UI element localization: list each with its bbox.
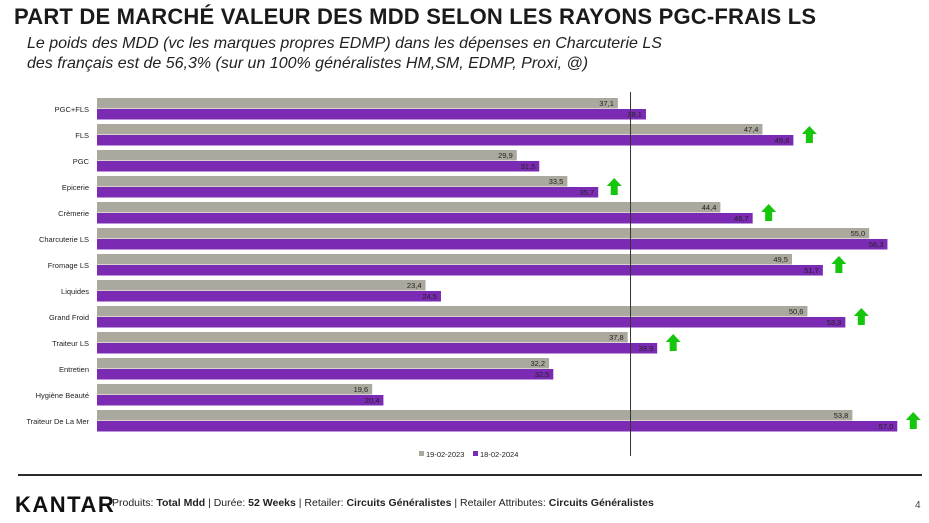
- kantar-logo: KANTAR: [15, 492, 116, 517]
- data-label: 33,5: [549, 177, 564, 186]
- up-arrow-icon: [801, 126, 817, 143]
- bar-2023: [97, 410, 853, 421]
- data-label: 49,5: [773, 255, 788, 264]
- data-label: 39,9: [639, 344, 654, 353]
- page-title: PART DE MARCHÉ VALEUR DES MDD SELON LES …: [14, 4, 817, 29]
- bar-2023: [97, 306, 808, 317]
- footer-attributes-value: Circuits Généralistes: [548, 497, 654, 509]
- page-number: 4: [915, 500, 921, 511]
- up-arrow-icon: [853, 308, 869, 325]
- data-label: 53,8: [834, 411, 849, 420]
- data-label: 31,5: [521, 162, 536, 171]
- footer-retailer-label: Retailer:: [304, 497, 344, 509]
- data-label: 23,4: [407, 281, 422, 290]
- data-label: 19,6: [354, 385, 369, 394]
- legend-label: 18-02-2024: [480, 450, 518, 459]
- bar-2023: [97, 280, 426, 291]
- bar-2024: [97, 213, 753, 224]
- data-label: 37,1: [599, 99, 614, 108]
- up-arrow-icon: [831, 256, 847, 273]
- footer-attributes-label: Retailer Attributes:: [460, 497, 546, 509]
- data-label: 46,7: [734, 214, 749, 223]
- subtitle-line-1: Le poids des MDD (vc les marques propres…: [27, 35, 662, 52]
- category-label: Epicerie: [62, 183, 89, 192]
- data-label: 37,8: [609, 333, 624, 342]
- data-label: 32,5: [535, 370, 550, 379]
- data-label: 51,7: [804, 266, 819, 275]
- data-label: 57,0: [879, 422, 894, 431]
- bar-2023: [97, 254, 792, 265]
- data-label: 35,7: [580, 188, 595, 197]
- data-label: 44,4: [702, 203, 717, 212]
- data-label: 55,0: [851, 229, 866, 238]
- bar-2023: [97, 358, 550, 369]
- bar-2023: [97, 228, 870, 239]
- category-label: PGC+FLS: [55, 105, 89, 114]
- legend-swatch: [473, 451, 478, 456]
- bar-2024: [97, 187, 599, 198]
- legend-swatch: [419, 451, 424, 456]
- bar-2024: [97, 369, 554, 380]
- footer-produits-value: Total Mdd: [156, 497, 206, 509]
- category-label: Grand Froid: [49, 313, 89, 322]
- up-arrow-icon: [761, 204, 777, 221]
- bar-2024: [97, 421, 898, 432]
- data-label: 53,3: [827, 318, 842, 327]
- page-subtitle: Le poids des MDD (vc les marques propres…: [27, 34, 662, 74]
- bar-2024: [97, 395, 384, 406]
- category-label: Traiteur LS: [52, 339, 89, 348]
- bar-2024: [97, 317, 846, 328]
- bar-2024: [97, 343, 658, 354]
- bar-2023: [97, 150, 517, 161]
- category-label: PGC: [73, 157, 90, 166]
- footer-info: Produits: Total Mdd | Durée: 52 Weeks | …: [112, 497, 654, 509]
- data-label: 50,6: [789, 307, 804, 316]
- bar-2023: [97, 124, 763, 135]
- data-label: 47,4: [744, 125, 759, 134]
- up-arrow-icon: [606, 178, 622, 195]
- data-label: 24,5: [422, 292, 437, 301]
- subtitle-line-2: des français est de 56,3% (sur un 100% g…: [27, 55, 589, 72]
- bar-2024: [97, 291, 441, 302]
- bar-2023: [97, 332, 628, 343]
- bar-2023: [97, 384, 373, 395]
- footer-divider: [18, 474, 922, 476]
- bar-2024: [97, 109, 646, 120]
- data-label: 32,2: [530, 359, 545, 368]
- bar-2024: [97, 135, 794, 146]
- category-label: Crèmerie: [58, 209, 89, 218]
- data-label: 39,1: [627, 110, 642, 119]
- data-label: 20,4: [365, 396, 380, 405]
- category-label: FLS: [75, 131, 89, 140]
- footer-produits-label: Produits:: [112, 497, 154, 509]
- data-label: 56,3: [869, 240, 884, 249]
- data-label: 29,9: [498, 151, 513, 160]
- bar-2023: [97, 98, 618, 109]
- bar-2023: [97, 176, 568, 187]
- bar-2023: [97, 202, 721, 213]
- data-label: 49,6: [775, 136, 790, 145]
- category-label: Charcuterie LS: [39, 235, 89, 244]
- up-arrow-icon: [905, 412, 921, 429]
- bar-2024: [97, 265, 823, 276]
- category-label: Liquides: [61, 287, 89, 296]
- legend-label: 19-02-2023: [426, 450, 464, 459]
- footer-duree-value: 52 Weeks: [248, 497, 296, 509]
- category-label: Hygiène Beauté: [36, 391, 89, 400]
- footer-retailer-value: Circuits Généralistes: [346, 497, 452, 509]
- footer-duree-label: Durée:: [213, 497, 246, 509]
- category-label: Traiteur De La Mer: [26, 417, 89, 426]
- bar-2024: [97, 239, 888, 250]
- up-arrow-icon: [665, 334, 681, 351]
- category-label: Entretien: [59, 365, 89, 374]
- category-label: Fromage LS: [48, 261, 89, 270]
- bar-chart: PGC+FLS 37,1 39,1 FLS 47,4 49,6 PGC 29,9 31,5 Epi…: [26, 92, 921, 459]
- bar-2024: [97, 161, 540, 172]
